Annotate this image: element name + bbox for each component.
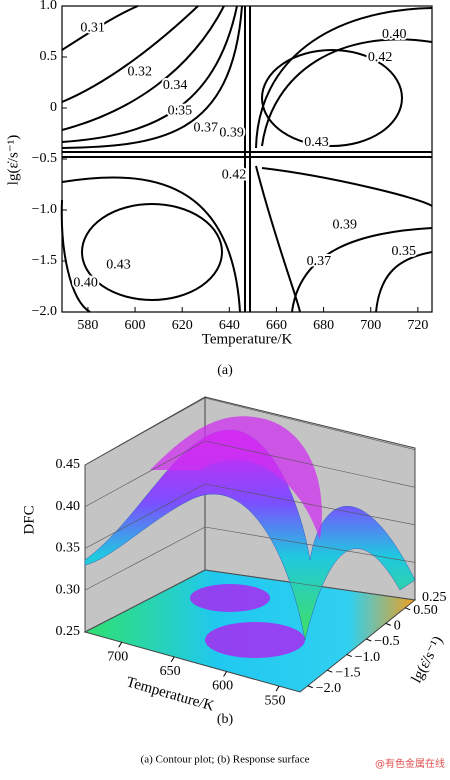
contour-label: 0.37 [307, 254, 332, 269]
x-tick [170, 656, 175, 663]
contour-line [261, 38, 433, 147]
contour-label: 0.43 [106, 257, 131, 272]
grid-line [84, 526, 206, 591]
x-tick-label: 650 [160, 664, 181, 679]
x-tick-label: 660 [266, 318, 287, 333]
y-axis-label: lg(ε̇/s⁻¹) [5, 135, 21, 185]
grid-line [84, 569, 206, 633]
z-tick-label: 0.30 [56, 582, 81, 597]
x-tick-label: 680 [313, 318, 334, 333]
grid-line [84, 397, 206, 466]
z-axis-label: DFC [21, 505, 37, 534]
contour-line [375, 251, 433, 313]
floor-blob [190, 584, 270, 612]
contour-line [61, 5, 238, 143]
grid-line [204, 397, 416, 450]
contour-line [61, 176, 241, 313]
contour-line [261, 49, 403, 147]
contour-line [291, 227, 433, 313]
grid-line [204, 569, 416, 601]
y-tick [385, 622, 391, 626]
contour-label: 0.34 [163, 78, 188, 93]
x-tick-label: 550 [265, 693, 286, 708]
contour-line [255, 165, 301, 313]
y-tick-label: −0.5 [32, 151, 57, 166]
caption-a: (a) [217, 363, 233, 378]
contour-line [60, 199, 91, 313]
contour-line [61, 5, 225, 131]
y-tick-label: 0.50 [413, 603, 438, 618]
y-tick [405, 607, 411, 611]
y-tick [307, 685, 313, 689]
contour-line [244, 6, 251, 312]
x-tick-label: 700 [360, 318, 381, 333]
contour-line [62, 151, 432, 158]
y-tick-label: −0.5 [374, 634, 399, 649]
z-tick-label: 0.40 [56, 499, 81, 514]
contour-label: 0.31 [80, 21, 105, 36]
x-tick [223, 671, 228, 677]
y-tick-label: −2.0 [316, 681, 341, 696]
grid-line [204, 483, 416, 526]
x-axis-label: Temperature/K [202, 331, 293, 347]
x-tick [275, 685, 280, 692]
y-tick-label: −1.0 [355, 650, 380, 665]
x-tick-label: 720 [407, 318, 428, 333]
contour-line [61, 5, 139, 51]
y-tick [327, 669, 333, 673]
x-tick-label: 580 [77, 318, 98, 333]
corner-label: 0.25 [422, 590, 447, 605]
contour-line [61, 5, 199, 103]
y-tick-label: 0 [394, 619, 401, 634]
grid-line [204, 440, 416, 488]
caption-b: (b) [217, 712, 234, 727]
contour-label: 0.40 [73, 276, 98, 291]
grid-line [84, 483, 206, 549]
contour-line [261, 167, 433, 207]
x-tick [118, 641, 123, 648]
x-tick-label: 600 [212, 679, 233, 694]
contour-label: 0.40 [382, 27, 407, 42]
contour-label: 0.37 [194, 121, 219, 136]
y-tick-label: 0.5 [40, 49, 58, 64]
contour-label: 0.32 [128, 65, 153, 80]
x3-axis-label: Temperature/K [124, 674, 216, 714]
surface-peak [150, 416, 322, 540]
contour-label: 0.42 [368, 50, 393, 65]
z-tick-label: 0.45 [56, 457, 81, 472]
x-tick-label: 640 [219, 318, 240, 333]
contour-line [255, 7, 433, 149]
contour-label: 0.42 [222, 168, 247, 183]
contour-label: 0.39 [219, 126, 244, 141]
y-tick-label: 0 [50, 100, 57, 115]
watermark: @有色金属在线 [375, 757, 445, 770]
y-tick-label: −1.5 [335, 665, 360, 680]
y-tick-label: 1.0 [40, 0, 58, 13]
grid-line [84, 440, 206, 508]
x-tick-label: 620 [172, 318, 193, 333]
y-tick [366, 638, 372, 642]
y-tick-label: −1.0 [32, 202, 57, 217]
contour-label: 0.43 [304, 135, 329, 150]
surface-box [83, 396, 417, 693]
y-tick-label: −1.5 [32, 253, 57, 268]
y-tick-label: −2.0 [32, 304, 57, 319]
contour-line [81, 203, 223, 301]
contour-label: 0.35 [168, 103, 193, 118]
z-tick-label: 0.35 [56, 541, 81, 556]
z-tick-label: 0.25 [56, 624, 81, 639]
contour-lines [60, 5, 433, 313]
figure-caption: (a) Contour plot; (b) Response surface [141, 754, 310, 766]
grid-line [204, 526, 416, 563]
y-tick [346, 654, 352, 658]
contour-label: 0.39 [333, 218, 358, 233]
x-tick-label: 600 [125, 318, 146, 333]
contour-line [61, 5, 243, 149]
y3-axis-label: lg(ε̇/s⁻¹) [409, 634, 447, 686]
contour-label: 0.35 [391, 244, 416, 259]
x-tick-label: 700 [107, 649, 128, 664]
floor-blob [205, 622, 305, 658]
